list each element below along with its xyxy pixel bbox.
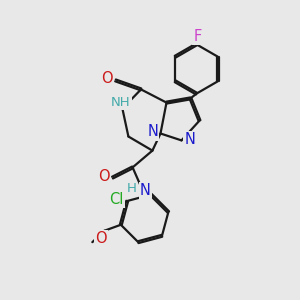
Text: N: N (184, 132, 195, 147)
Text: F: F (193, 28, 202, 44)
Text: N: N (140, 183, 151, 198)
Text: O: O (98, 169, 110, 184)
Text: O: O (101, 71, 113, 86)
Text: N: N (147, 124, 158, 140)
Text: O: O (95, 231, 107, 246)
Text: H: H (127, 182, 136, 195)
Text: NH: NH (111, 95, 131, 109)
Text: Cl: Cl (110, 192, 124, 207)
